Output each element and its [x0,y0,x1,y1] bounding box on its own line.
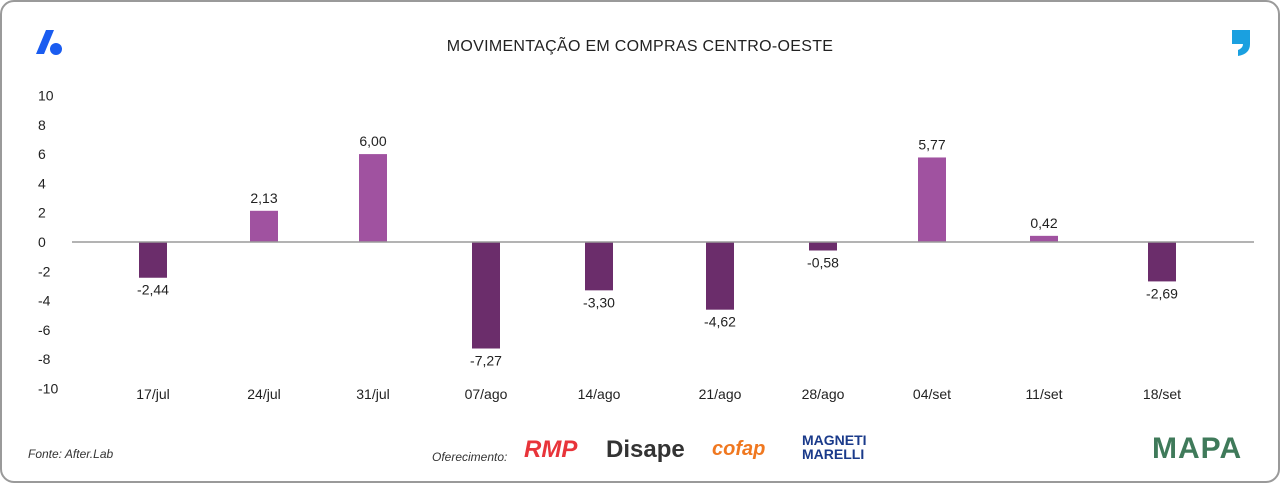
bar [585,242,613,291]
data-label: 5,77 [918,136,945,152]
y-tick-label: -4 [38,293,51,309]
sponsor-label: Oferecimento: [432,450,508,464]
data-label: -0,58 [807,254,839,270]
y-tick-label: 4 [38,175,46,191]
y-tick-label: 6 [38,146,46,162]
data-label: 6,00 [359,133,386,149]
y-tick-label: 2 [38,205,46,221]
y-tick-label: -10 [38,381,58,397]
cofap-logo: cofap [712,438,766,460]
chart-title: MOVIMENTAÇÃO EM COMPRAS CENTRO-OESTE [446,38,834,55]
bar [250,210,278,242]
x-tick-label: 17/jul [136,386,169,402]
source-note: Fonte: After.Lab [28,447,114,461]
x-tick-label: 31/jul [356,386,389,402]
data-label: -7,27 [470,353,502,369]
y-tick-label: -8 [38,351,51,367]
magneti-marelli-logo: MAGNETI MARELLI [802,432,867,462]
data-label: -3,30 [583,294,615,310]
x-tick-label: 21/ago [699,386,742,402]
y-tick-label: 8 [38,117,46,133]
data-label: -2,69 [1146,285,1178,301]
y-tick-label: 0 [38,234,46,250]
y-tick-label: -2 [38,263,51,279]
bar [809,242,837,251]
brand-a-logo-icon [36,30,62,55]
bar [1148,242,1176,282]
data-label: -4,62 [704,314,736,330]
bar [359,154,387,242]
y-tick-label: -6 [38,322,51,338]
disape-logo: Disape [606,436,685,463]
quote-logo-icon [1232,30,1250,56]
bar [706,242,734,310]
bar-chart: 10 8 6 4 2 0 -2 -4 -6 -8 -10 -2,44 17/jul 2,13 24/jul 6… [38,88,1254,402]
x-tick-label: 24/jul [247,386,280,402]
bar [918,157,946,242]
x-tick-label: 14/ago [578,386,621,402]
x-tick-label: 04/set [913,386,951,402]
x-tick-label: 18/set [1143,386,1181,402]
bar [1030,235,1058,242]
mapa-logo: MAPA [1152,432,1243,465]
y-tick-label: 10 [38,88,54,104]
bar [472,242,500,349]
x-tick-label: 11/set [1025,386,1062,402]
data-label: -2,44 [137,282,169,298]
x-tick-label: 28/ago [802,386,845,402]
data-label: 2,13 [250,190,277,206]
x-tick-label: 07/ago [465,386,508,402]
rmp-logo: RMP [524,436,578,463]
data-label: 0,42 [1030,215,1057,231]
bar [139,242,167,278]
